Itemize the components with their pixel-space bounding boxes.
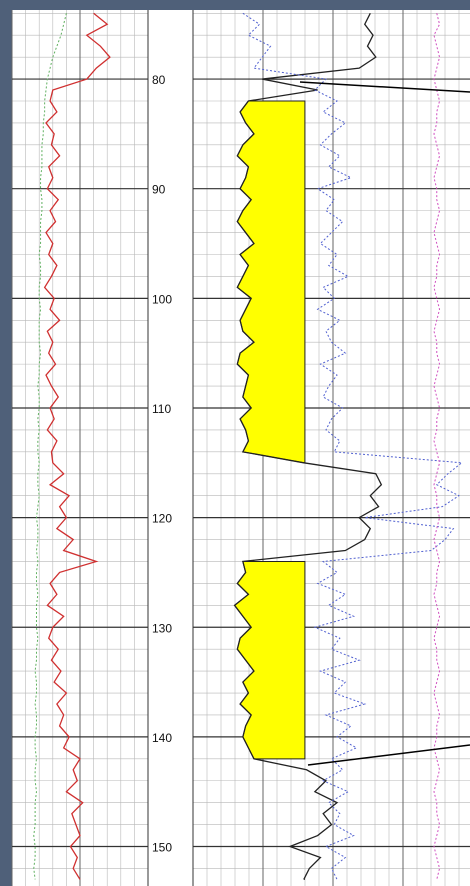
depth-label: 80 — [152, 73, 166, 87]
curves — [33, 12, 463, 880]
depth-label: 140 — [152, 731, 172, 745]
depth-label: 100 — [152, 292, 172, 306]
log-curve — [242, 12, 463, 880]
pointer-line — [307, 744, 470, 766]
depth-label: 120 — [152, 512, 172, 526]
depth-label: 110 — [152, 402, 171, 416]
pointer-line — [299, 81, 470, 93]
log-curve — [43, 12, 111, 880]
depth-label: 130 — [152, 621, 172, 635]
log-curve — [433, 13, 441, 880]
depth-label: 90 — [152, 183, 166, 197]
depth-label: 150 — [152, 841, 172, 855]
log-background — [12, 10, 470, 886]
log-curve — [33, 13, 67, 880]
log-curve — [233, 12, 383, 880]
depth-labels: 80 90 100 110 120 130 140 150 — [152, 73, 172, 854]
